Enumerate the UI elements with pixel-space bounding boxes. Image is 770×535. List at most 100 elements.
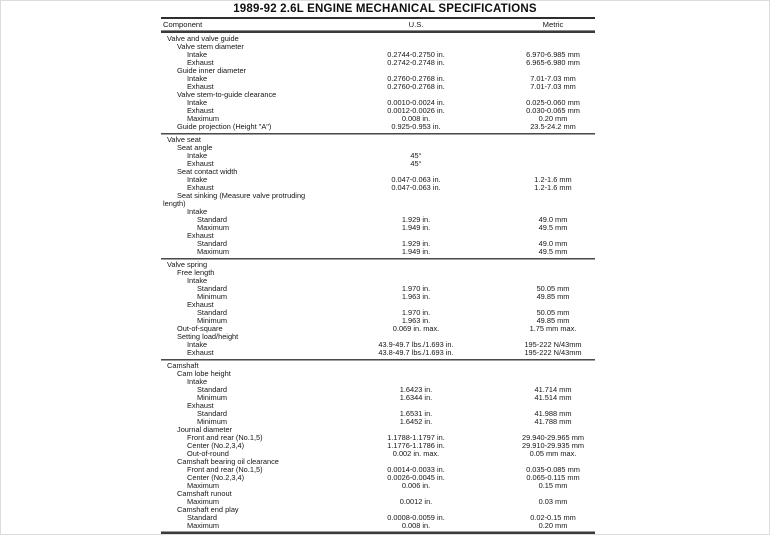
spec-row: Valve stem-to-guide clearance xyxy=(161,90,595,99)
spec-row: Minimum 1.963 in. 49.85 mm xyxy=(161,316,595,325)
us-value: 0.047-0.063 in. xyxy=(391,175,441,184)
metric-value: 0.030-0.065 mm xyxy=(526,106,580,115)
metric-value: 0.025-0.060 mm xyxy=(526,98,580,107)
us-value: 1.929 in. xyxy=(401,215,431,224)
component-label: Standard xyxy=(197,409,227,418)
spec-row: Standard 1.970 in. 50.05 mm xyxy=(161,308,595,317)
us-value xyxy=(321,370,511,378)
component-label: Standard xyxy=(197,308,227,317)
component-label: Exhaust xyxy=(187,82,214,91)
spec-row: Journal diameter xyxy=(161,425,595,434)
metric-value: 41.714 mm xyxy=(534,385,572,394)
component-label: Seat sinking (Measure valve protruding xyxy=(177,191,306,200)
metric-value: 23.5-24.2 mm xyxy=(530,122,576,131)
component-label: Intake xyxy=(187,377,208,386)
metric-value: 1.75 mm max. xyxy=(529,324,577,333)
table-top-rule xyxy=(161,17,595,19)
component-label: Exhaust xyxy=(187,348,214,357)
component-label: Front and rear (No.1,5) xyxy=(187,433,263,442)
component-label: Maximum xyxy=(187,481,220,490)
spec-row: Standard 0.0008-0.0059 in. 0.02-0.15 mm xyxy=(161,513,595,522)
metric-value: 6.970-6.985 mm xyxy=(526,50,580,59)
spec-row: Intake 0.0010-0.0024 in. 0.025-0.060 mm xyxy=(161,98,595,107)
component-label: Camshaft runout xyxy=(177,489,232,498)
us-value: 43.9-49.7 lbs./1.693 in. xyxy=(378,340,454,349)
component-label: Guide projection (Height "A") xyxy=(177,122,272,131)
metric-value: 41.788 mm xyxy=(534,417,572,426)
component-label: Valve stem-to-guide clearance xyxy=(177,90,277,99)
component-label: Intake xyxy=(187,74,208,83)
us-value: 1.6531 in. xyxy=(399,409,433,418)
component-label: Minimum xyxy=(197,292,227,301)
spec-row: Camshaft bearing oil clearance xyxy=(161,457,595,466)
spec-row: Intake 0.047-0.063 in. 1.2-1.6 mm xyxy=(161,175,595,184)
component-label: Setting load/height xyxy=(177,332,239,341)
spec-row: Intake 0.2744-0.2750 in. 6.970-6.985 mm xyxy=(161,50,595,59)
metric-value: 6.965-6.980 mm xyxy=(526,58,580,67)
metric-value: 195-222 N/43mm xyxy=(524,348,582,357)
component-label: Out-of-round xyxy=(187,449,229,458)
spec-row: Camshaft runout xyxy=(161,489,595,498)
component-label: Intake xyxy=(187,98,208,107)
spec-row: Seat sinking (Measure valve protruding xyxy=(161,191,595,200)
spec-row: Front and rear (No.1,5) 1.1788-1.1797 in.… xyxy=(161,433,595,442)
component-label: Standard xyxy=(197,215,227,224)
spec-row: Exhaust xyxy=(161,300,595,309)
spec-row: Center (No.2,3,4) 0.0026-0.0045 in. 0.065-… xyxy=(161,473,595,482)
metric-value: 0.065-0.115 mm xyxy=(526,473,580,482)
spec-row: Exhaust 45° xyxy=(161,159,595,168)
spec-row: Valve seat xyxy=(161,135,595,144)
metric-value xyxy=(511,261,595,269)
us-value: 1.970 in. xyxy=(401,284,431,293)
metric-value: 41.514 mm xyxy=(534,393,572,402)
component-label: Valve seat xyxy=(167,135,201,144)
metric-value xyxy=(511,152,595,160)
component-label: Journal diameter xyxy=(177,425,233,434)
spec-row: Free length xyxy=(161,268,595,277)
section-divider xyxy=(161,257,595,260)
component-label: Exhaust xyxy=(187,58,214,67)
component-label: Intake xyxy=(187,276,208,285)
component-label: Exhaust xyxy=(187,401,214,410)
table-header-row: Component U.S. Metric xyxy=(161,20,595,30)
us-value: 45° xyxy=(410,151,422,160)
spec-row: Standard 1.929 in. 49.0 mm xyxy=(161,215,595,224)
component-label: Intake xyxy=(187,207,208,216)
us-value xyxy=(321,35,511,43)
section-divider xyxy=(161,132,595,135)
spec-row: Minimum 1.6452 in. 41.788 mm xyxy=(161,417,595,426)
metric-value: 49.5 mm xyxy=(538,247,568,256)
metric-value: 7.01-7.03 mm xyxy=(530,74,576,83)
component-label: Camshaft xyxy=(167,361,199,370)
us-value: 0.925-0.953 in. xyxy=(391,122,441,131)
us-value: 0.002 in. max. xyxy=(392,449,440,458)
spec-row: Out-of-square 0.069 in. max. 1.75 mm max. xyxy=(161,324,595,333)
us-value: 1.949 in. xyxy=(401,247,431,256)
us-value: 1.963 in. xyxy=(401,316,431,325)
spec-row: Out-of-round 0.002 in. max. 0.05 mm max. xyxy=(161,449,595,458)
metric-value: 29.940-29.965 mm xyxy=(521,433,585,442)
component-label: Exhaust xyxy=(187,300,214,309)
spec-row: Exhaust 0.0012-0.0026 in. 0.030-0.065 mm xyxy=(161,106,595,115)
spec-table: Component U.S. Metric Valve and valve gu… xyxy=(161,17,595,534)
spec-row: Valve spring xyxy=(161,260,595,269)
table-header-rule xyxy=(161,30,595,33)
metric-value: 0.15 mm xyxy=(538,481,568,490)
metric-value xyxy=(511,200,595,208)
spec-row: Maximum 0.008 in. 0.20 mm xyxy=(161,521,595,530)
us-value xyxy=(321,261,511,269)
spec-row: Valve stem diameter xyxy=(161,42,595,51)
metric-value: 49.5 mm xyxy=(538,223,568,232)
metric-value xyxy=(511,144,595,152)
us-value: 0.2742-0.2748 in. xyxy=(387,58,445,67)
us-value: 0.008 in. xyxy=(401,521,431,530)
section-divider xyxy=(161,358,595,361)
metric-value xyxy=(511,370,595,378)
us-value xyxy=(321,362,511,370)
metric-value: 7.01-7.03 mm xyxy=(530,82,576,91)
component-label: Intake xyxy=(187,340,208,349)
us-value: 0.0008-0.0059 in. xyxy=(387,513,445,522)
spec-row: Standard 1.6531 in. 41.988 mm xyxy=(161,409,595,418)
us-value: 1.929 in. xyxy=(401,239,431,248)
